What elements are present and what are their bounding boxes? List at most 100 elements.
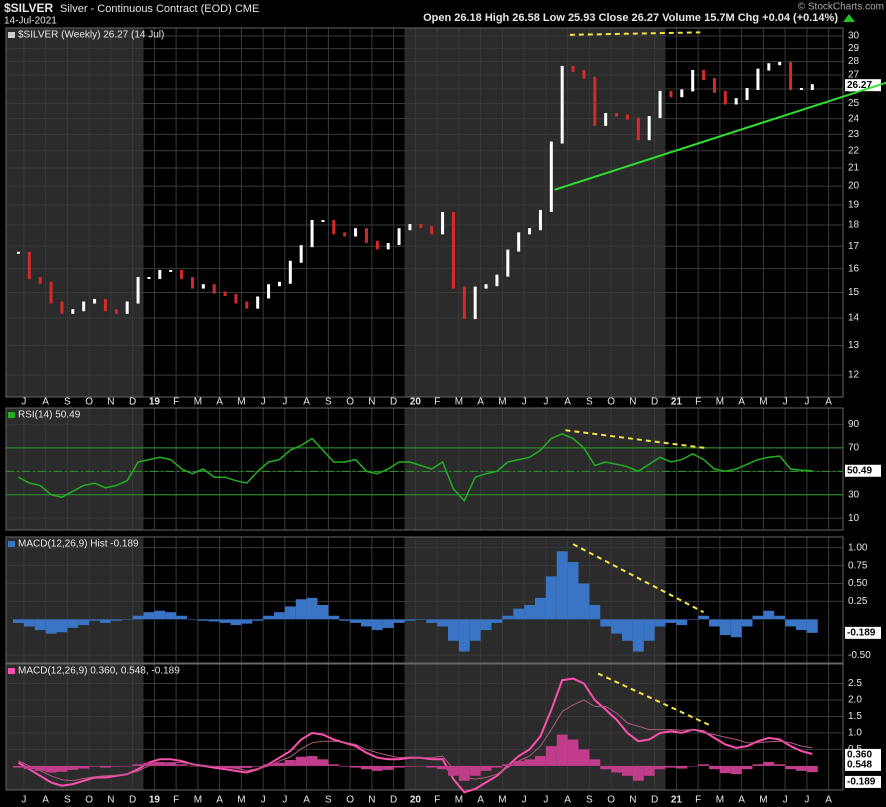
annotation-line <box>569 31 701 36</box>
price-bar <box>723 90 727 105</box>
x-tick-label: F <box>173 795 179 806</box>
x-tick-label: M <box>194 795 202 806</box>
hist-bar <box>676 765 688 769</box>
hist-bar <box>806 765 818 773</box>
hist-bar <box>67 619 79 628</box>
price-bar <box>778 61 782 66</box>
price-bar <box>190 277 194 289</box>
price-bar <box>517 232 521 252</box>
hist-bar <box>23 765 35 770</box>
hist-bar <box>187 619 198 620</box>
hist-bar <box>469 619 481 641</box>
credit: © StockCharts.com <box>798 2 884 13</box>
x-tick-label: J <box>282 795 287 806</box>
hist-bar <box>437 619 448 627</box>
hist-bar <box>252 619 264 621</box>
hist-bar <box>230 619 242 626</box>
hist-bar <box>448 765 459 776</box>
panel-legend: MACD(12,26,9) 0.360, 0.548, -0.189 <box>18 666 180 677</box>
last-value-box <box>845 758 881 771</box>
annotation-line <box>554 81 886 191</box>
hist-bar <box>382 765 394 770</box>
price-bar <box>288 260 292 284</box>
hist-bar <box>13 619 24 623</box>
price-bar <box>810 84 814 91</box>
x-tick-label: A <box>42 795 49 806</box>
hist-bar <box>165 612 177 620</box>
hist-bar <box>274 612 285 620</box>
last-value-label: -0.189 <box>847 628 876 639</box>
x-tick-label: J <box>261 795 266 806</box>
price-bar <box>658 90 662 119</box>
panel-legend: $SILVER (Weekly) 26.27 (14 Jul) <box>18 30 164 41</box>
x-tick-label: A <box>825 397 832 408</box>
hist-bar <box>100 619 111 623</box>
year-shade <box>6 408 144 530</box>
hist-bar <box>578 583 590 620</box>
price-bar <box>245 301 249 309</box>
x-tick-label: J <box>543 397 548 408</box>
price-bar <box>277 281 281 287</box>
y-tick-label: 30 <box>848 31 860 42</box>
x-tick-label: N <box>629 795 636 806</box>
hist-bar <box>154 761 166 766</box>
x-tick-label: D <box>390 795 397 806</box>
hist-bar <box>632 619 644 652</box>
hist-bar <box>78 765 90 769</box>
hist-bar <box>654 765 666 770</box>
x-tick-label: M <box>237 795 245 806</box>
x-tick-label: J <box>522 795 527 806</box>
price-bar <box>538 209 542 231</box>
hist-bar <box>100 765 111 768</box>
hist-bar <box>317 605 329 620</box>
price-bar <box>71 309 75 314</box>
y-tick-label: 10 <box>848 513 860 524</box>
price-bar <box>702 69 706 81</box>
hist-bar <box>45 765 57 773</box>
x-tick-label: A <box>477 795 484 806</box>
panel-legend: MACD(12,26,9) Hist -0.189 <box>18 539 139 550</box>
price-bar <box>158 269 162 280</box>
hist-bar <box>698 615 709 620</box>
panel-legend: RSI(14) 50.49 <box>18 410 81 421</box>
y-tick-label: 14 <box>848 313 860 324</box>
year-shade <box>404 408 666 530</box>
price-bar <box>38 277 42 284</box>
hist-bar <box>34 619 46 631</box>
legend-icon <box>8 541 15 547</box>
hist-bar <box>796 619 807 631</box>
y-tick-label: 19 <box>848 200 860 211</box>
last-value-label: 26.27 <box>847 80 872 91</box>
hist-bar <box>774 764 786 766</box>
x-tick-label: O <box>85 795 93 806</box>
hist-bar <box>774 615 786 620</box>
hist-bar <box>480 765 492 771</box>
hist-bar <box>241 765 253 768</box>
hist-bar <box>252 765 264 767</box>
price-bar <box>49 281 53 304</box>
x-tick-label: S <box>586 795 593 806</box>
x-tick-label: N <box>368 795 375 806</box>
x-tick-label: A <box>303 397 310 408</box>
panel-frame <box>5 536 844 664</box>
price-bar <box>267 284 271 299</box>
price-bar <box>103 298 107 312</box>
hist-bar <box>513 608 525 620</box>
hist-bar <box>752 615 764 620</box>
hist-bar <box>328 615 340 620</box>
y-tick-label: 0.50 <box>848 578 868 589</box>
x-tick-label: A <box>42 397 49 408</box>
hist-bar <box>45 619 57 634</box>
x-tick-label: J <box>21 397 26 408</box>
hist-bar <box>208 765 220 767</box>
x-tick-label: A <box>738 795 745 806</box>
hist-bar <box>611 619 622 634</box>
x-tick-label: J <box>261 397 266 408</box>
x-tick-label: S <box>325 397 332 408</box>
x-tick-label: S <box>325 795 332 806</box>
hist-bar <box>556 734 568 766</box>
hist-bar <box>578 749 590 766</box>
hist-bar <box>709 765 720 770</box>
x-tick-label: A <box>303 795 310 806</box>
